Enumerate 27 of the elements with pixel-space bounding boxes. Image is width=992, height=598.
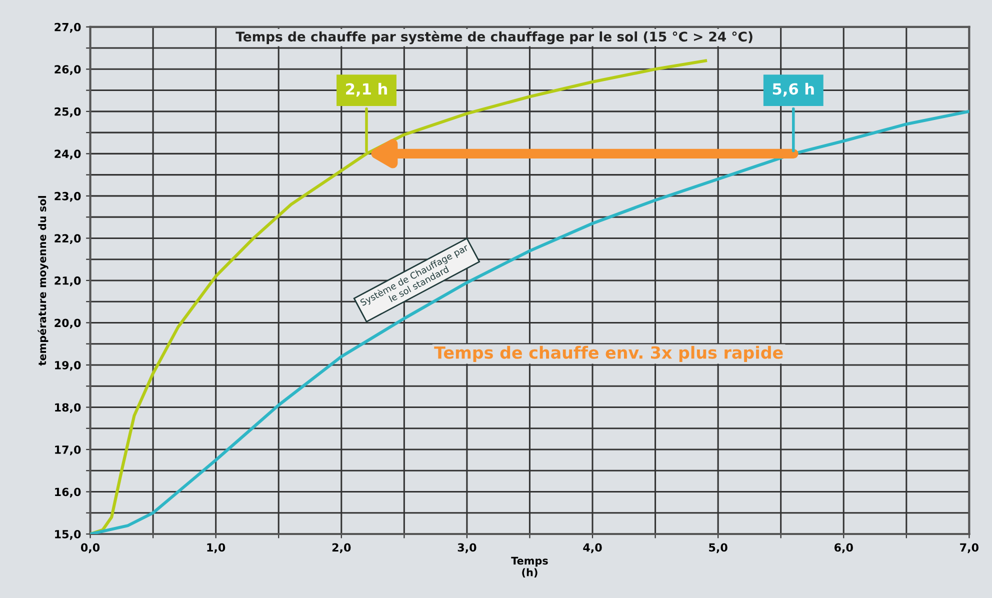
y-tick-label: 27,0 — [54, 22, 81, 33]
y-tick-label: 23,0 — [54, 192, 81, 202]
y-tick-label: 15,0 — [55, 530, 81, 540]
x-tick-label: 1,0 — [207, 543, 226, 554]
y-tick-label: 16,0 — [55, 488, 81, 498]
x-tick-label: 6,0 — [834, 543, 853, 554]
y-tick-label: 19,0 — [55, 360, 81, 371]
annotation: Temps de chauffe env. 3x plus rapide — [434, 346, 783, 362]
y-tick-label: 21,0 — [54, 276, 81, 286]
x-tick-label: 0,0 — [80, 543, 100, 554]
chart-title: Temps de chauffe par système de chauffage par le sol (15 °C > 24 °C) — [236, 30, 752, 44]
x-axis-title: Temps (h) — [511, 556, 548, 578]
y-axis-title: température moyenne du sol — [38, 196, 48, 366]
y-tick-label: 25,0 — [54, 107, 81, 118]
x-tick-label: 5,0 — [709, 543, 728, 554]
y-tick-label: 20,0 — [54, 318, 81, 329]
annotation: 2,1 h — [346, 82, 387, 97]
x-tick-label: 7,0 — [960, 543, 978, 554]
y-tick-label: 22,0 — [54, 234, 81, 244]
y-tick-label: 17,0 — [55, 445, 81, 456]
x-tick-label: 4,0 — [583, 543, 602, 554]
y-tick-label: 26,0 — [54, 65, 81, 75]
x-tick-label: 3,0 — [458, 543, 476, 554]
y-tick-label: 24,0 — [54, 150, 81, 160]
x-tick-label: 2,0 — [332, 543, 351, 554]
y-tick-label: 18,0 — [55, 403, 81, 414]
annotation: 5,6 h — [772, 82, 814, 97]
